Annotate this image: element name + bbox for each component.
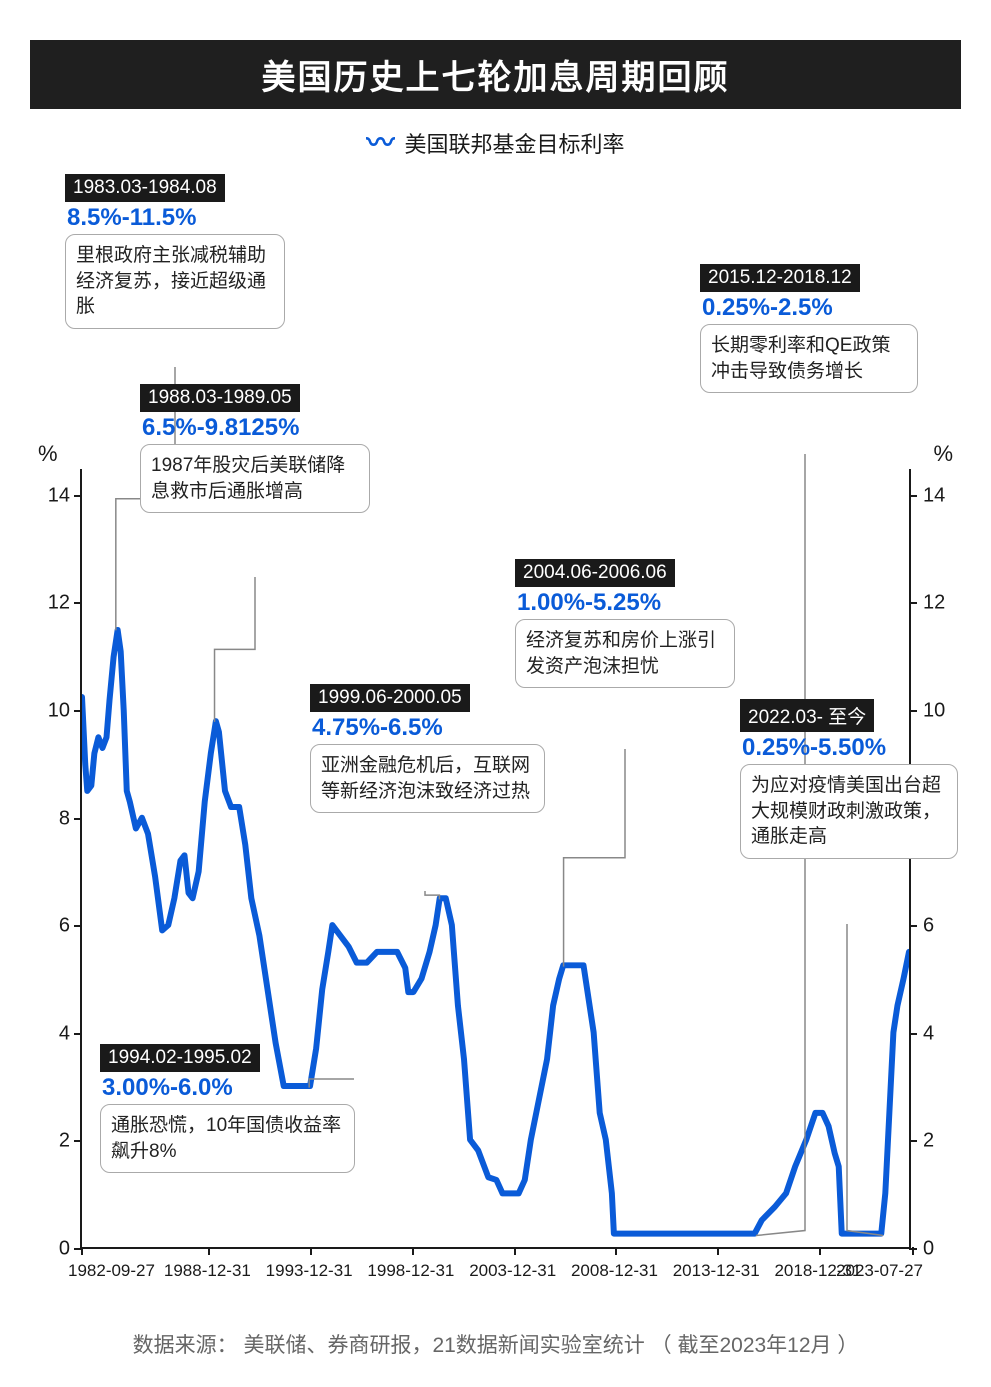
x-tick-label: 2013-12-31 [673,1261,760,1281]
annotation-period: 1999.06-2000.05 [310,684,470,712]
annotation-range: 4.75%-6.5% [312,714,545,742]
y-tick-label-left: 10 [40,700,70,723]
legend-label: 美国联邦基金目标利率 [405,127,625,159]
x-tick-label: 2023-07-27 [836,1261,923,1281]
legend: 〰 美国联邦基金目标利率 [30,127,961,159]
x-tick-label: 1998-12-31 [367,1261,454,1281]
annotation-desc: 长期零利率和QE政策冲击导致债务增长 [700,324,918,393]
y-tick-label-left: 12 [40,592,70,615]
y-axis-unit-left: % [38,441,58,467]
y-axis-unit-right: % [933,441,953,467]
annotation-desc: 通胀恐慌，10年国债收益率飙升8% [100,1104,355,1173]
y-tick-label-left: 6 [40,915,70,938]
annotation-period: 1994.02-1995.02 [100,1044,260,1072]
y-tick-label-left: 8 [40,807,70,830]
x-tick-label: 2003-12-31 [469,1261,556,1281]
annotation-range: 3.00%-6.0% [102,1074,355,1102]
annotation-a4: 1999.06-2000.054.75%-6.5%亚洲金融危机后，互联网等新经济… [310,684,545,813]
x-tick-label: 1993-12-31 [266,1261,353,1281]
annotation-range: 0.25%-5.50% [742,734,958,762]
annotation-desc: 为应对疫情美国出台超大规模财政刺激政策，通胀走高 [740,764,958,859]
annotation-a2: 1988.03-1989.056.5%-9.8125%1987年股灾后美联储降息… [140,384,370,513]
y-tick-label-right: 4 [923,1022,934,1045]
annotation-a5: 2004.06-2006.061.00%-5.25%经济复苏和房价上涨引发资产泡… [515,559,735,688]
annotation-a3: 1994.02-1995.023.00%-6.0%通胀恐慌，10年国债收益率飙升… [100,1044,355,1173]
y-tick-label-right: 2 [923,1130,934,1153]
x-tick-label: 1988-12-31 [164,1261,251,1281]
annotation-range: 6.5%-9.8125% [142,414,370,442]
annotation-desc: 亚洲金融危机后，互联网等新经济泡沫致经济过热 [310,744,545,813]
y-tick-label-left: 14 [40,484,70,507]
y-tick-label-right: 14 [923,484,945,507]
y-tick-label-left: 0 [40,1238,70,1261]
annotation-period: 1988.03-1989.05 [140,384,300,412]
annotation-period: 2015.12-2018.12 [700,264,860,292]
y-tick-label-right: 6 [923,915,934,938]
y-tick-label-left: 4 [40,1022,70,1045]
annotation-range: 0.25%-2.5% [702,294,918,322]
y-tick-label-right: 12 [923,592,945,615]
annotation-desc: 里根政府主张减税辅助经济复苏，接近超级通胀 [65,234,285,329]
annotation-a7: 2022.03- 至今0.25%-5.50%为应对疫情美国出台超大规模财政刺激政… [740,699,958,859]
y-tick-label-right: 0 [923,1238,934,1261]
x-tick-label: 2008-12-31 [571,1261,658,1281]
data-source-footer: 数据来源： 美联储、券商研报，21数据新闻实验室统计 （ 截至2023年12月 … [0,1329,991,1359]
legend-line-icon: 〰 [366,129,394,157]
annotation-a6: 2015.12-2018.120.25%-2.5%长期零利率和QE政策冲击导致债… [700,264,918,393]
annotation-desc: 经济复苏和房价上涨引发资产泡沫担忧 [515,619,735,688]
annotation-desc: 1987年股灾后美联储降息救市后通胀增高 [140,444,370,513]
y-tick-label-left: 2 [40,1130,70,1153]
chart-area: % % 00224466881010121214141982-09-271988… [30,169,961,1309]
annotation-period: 2022.03- 至今 [740,699,874,732]
annotation-period: 2004.06-2006.06 [515,559,675,587]
chart-title: 美国历史上七轮加息周期回顾 [30,40,961,109]
annotation-range: 8.5%-11.5% [67,204,285,232]
annotation-a1: 1983.03-1984.088.5%-11.5%里根政府主张减税辅助经济复苏，… [65,174,285,329]
x-tick-label: 1982-09-27 [68,1261,155,1281]
annotation-period: 1983.03-1984.08 [65,174,225,202]
annotation-range: 1.00%-5.25% [517,589,735,617]
